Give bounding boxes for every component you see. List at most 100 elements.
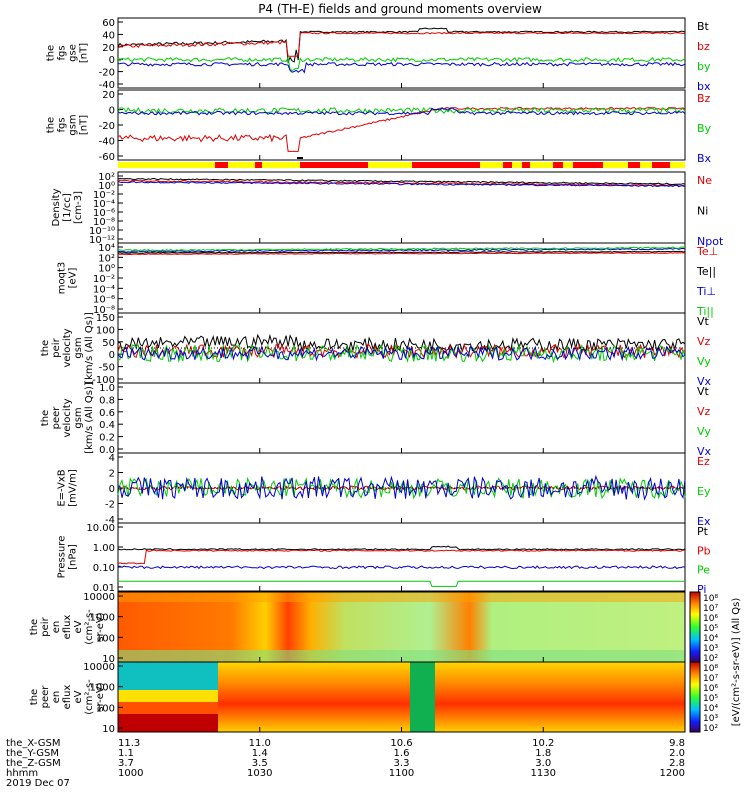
ytick-label: -40 (99, 80, 115, 91)
series-line (117, 343, 686, 364)
series-line (118, 580, 685, 587)
ylabel-line: gsm (73, 407, 84, 428)
legend-ti: Ti|| (696, 305, 714, 318)
xaxis-value: 2.0 (669, 748, 685, 759)
ytick-label: -4 (105, 515, 115, 526)
panel-peir_eflux: thepeirenefluxeV(cm²-s-sr-eV) 10000 1000 10… (29, 591, 686, 665)
mode-bar (118, 162, 685, 168)
xaxis-value: 2.8 (669, 758, 685, 769)
xaxis-value: 1.4 (252, 748, 268, 759)
mode-bar-segment (628, 162, 640, 168)
ytick-label: 100 (96, 703, 115, 714)
ylabel-line: eV (73, 690, 84, 703)
mode-bar-segment (503, 162, 512, 168)
xaxis-value: 3.3 (394, 758, 410, 769)
ytick-label: 0 (109, 350, 115, 361)
ytick-label: 10⁴ (98, 243, 115, 254)
xaxis-value: 9.8 (669, 738, 685, 749)
xaxis-value: 3.7 (118, 758, 134, 769)
ylabel-line: [nPa] (68, 544, 79, 570)
legend-ne: Ne (697, 174, 712, 187)
ytick-label: 10⁻² (93, 274, 115, 285)
xaxis-row-label: the_Y-GSM (6, 748, 59, 759)
ylabel-line: [cm-3] (73, 191, 84, 224)
series-line (117, 247, 686, 253)
ylabel-line: velocity (62, 328, 73, 367)
series-line (117, 565, 686, 570)
ylabel-line: peir (40, 616, 51, 636)
legend-bx: bx (697, 80, 711, 93)
ytick-label: 0 (109, 55, 115, 66)
ylabel-line: Pressure (57, 536, 68, 579)
ytick-label: -2 (105, 500, 115, 511)
series-line (117, 61, 686, 74)
legend-bz: Bz (697, 92, 711, 105)
ytick-label: -100 (92, 375, 115, 386)
ylabel-line: [nT] (79, 115, 90, 135)
ylabel-line: (cm²-s- (84, 679, 95, 715)
ylabel-line: eflux (62, 615, 73, 640)
ytick-label: 10⁻² (93, 190, 115, 201)
ytick-label: 10⁻¹² (89, 235, 115, 246)
ylabel-line: the (40, 340, 51, 356)
ylabel-line: gse (68, 44, 79, 62)
series-line (117, 56, 686, 71)
legend-vz: Vz (697, 335, 711, 348)
ytick-label: 10⁻⁸ (93, 217, 115, 228)
xaxis-value: 3.0 (535, 758, 551, 769)
legend-vy: Vy (697, 425, 711, 438)
colorbar-tick: 10² (703, 724, 718, 734)
xaxis-row-label: hhmm (6, 768, 38, 779)
ytick-label: 10⁻¹⁰ (89, 226, 115, 237)
series-line (117, 333, 686, 354)
ytick-label: 10 (102, 724, 115, 735)
legend-pi: Pi (697, 583, 706, 596)
xaxis-value: 11.3 (118, 738, 140, 749)
colorbar-tick: 10⁸ (703, 664, 718, 674)
colorbar-tick: 10⁶ (703, 684, 718, 694)
ylabel-line: peer (40, 685, 51, 709)
series-line (117, 106, 686, 116)
ylabel-line: the (46, 117, 57, 133)
ytick-label: 1000 (90, 613, 115, 624)
ylabel-fgs_gsm: thefgsgsm[nT] (46, 114, 90, 135)
ylabel-line: peer (51, 406, 62, 430)
panel-frame (117, 89, 686, 161)
xaxis-value: 1030 (247, 768, 272, 779)
legend-by: by (697, 60, 711, 73)
colorbar-tick: 10⁴ (703, 634, 718, 644)
legend-ez: Ez (697, 455, 710, 468)
ytick-label: 0.10 (93, 563, 115, 574)
series-line (117, 177, 686, 185)
series-line (117, 31, 686, 57)
ytick-label: -60 (99, 152, 115, 163)
panel-peer_eflux: thepeerenefluxeV(cm²-s-sr-eV) 10000 1000 10… (29, 661, 686, 735)
panel-frame (117, 17, 686, 89)
ytick-label: 4 (109, 453, 115, 464)
ylabel-line: [km/s (All Qs)] (84, 312, 95, 384)
xaxis-value: 11.0 (249, 738, 271, 749)
ylabel-line: fgs (57, 117, 68, 132)
ytick-label: -50 (99, 363, 115, 374)
series-line (117, 250, 685, 254)
mode-bar-segment (522, 162, 530, 168)
ytick-label: 10000 (83, 592, 115, 603)
colorbar-tick: 10⁶ (703, 614, 718, 624)
series-line (117, 106, 686, 114)
ylabel-line: the (29, 689, 40, 705)
colorbar-tick: 10⁷ (703, 674, 718, 684)
xaxis-value: 1.6 (394, 748, 410, 759)
ylabel-line: sr-eV) (95, 612, 106, 641)
ytick-label: 0 (109, 484, 115, 495)
xaxis-value: 10.2 (532, 738, 554, 749)
colorbar-bottom (689, 661, 701, 733)
xaxis-value: 10.6 (390, 738, 412, 749)
mode-bar-segment (412, 162, 480, 168)
ylabel-line: the (40, 410, 51, 426)
legend-vx: Vx (697, 375, 712, 388)
colorbar-tick: 10³ (703, 644, 718, 654)
panel-fgs_gsm: thefgsgsm[nT] 20 0 -20 -40 -60 Bz By Bx (46, 89, 712, 165)
xaxis-value: 1.8 (535, 748, 551, 759)
